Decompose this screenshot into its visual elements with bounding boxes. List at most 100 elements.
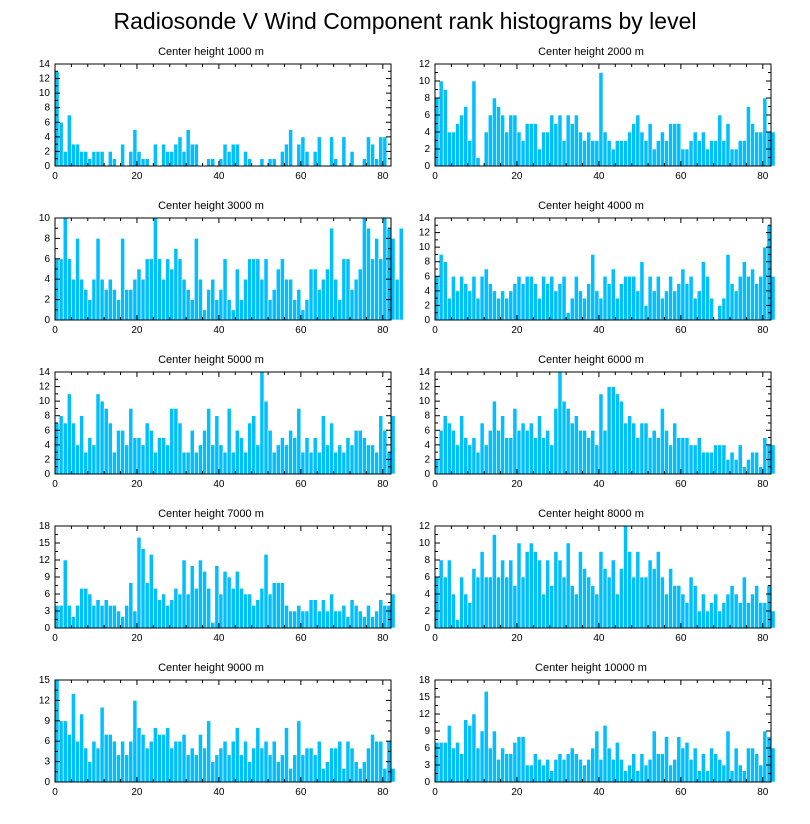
histogram-bar	[664, 593, 669, 629]
histogram-bar	[610, 386, 616, 475]
histogram-bar	[627, 551, 632, 629]
histogram-bar	[292, 299, 298, 321]
histogram-bar	[709, 451, 714, 475]
y-tick-label: 0	[44, 623, 50, 634]
histogram-bar	[161, 734, 166, 783]
x-tick-label: 60	[675, 325, 687, 336]
histogram-bar	[647, 275, 653, 321]
x-tick-label: 40	[593, 787, 605, 798]
histogram-bar	[239, 299, 244, 321]
histogram-bar	[366, 444, 371, 475]
histogram-bar	[500, 290, 505, 321]
histogram-bar	[275, 268, 281, 321]
main-title: Radiosonde V Wind Component rank histogr…	[113, 8, 697, 34]
histogram-bar	[492, 534, 497, 629]
histogram-bar	[214, 415, 220, 475]
histogram-bar	[492, 730, 497, 783]
histogram-bar	[442, 742, 448, 783]
histogram-bar	[766, 736, 772, 783]
histogram-bar	[153, 143, 158, 167]
histogram-bar	[578, 290, 583, 321]
histogram-bar	[459, 114, 464, 167]
histogram-bar	[271, 451, 277, 475]
histogram-bar	[185, 451, 191, 475]
histogram-bar	[438, 254, 444, 321]
histogram-bar	[766, 585, 772, 629]
panel-title: Center height 9000 m	[158, 662, 264, 674]
y-tick-label: 6	[424, 110, 430, 121]
x-tick-label: 60	[295, 633, 307, 644]
x-tick-label: 80	[757, 171, 769, 182]
histogram-bar	[349, 289, 355, 321]
histogram-bar	[651, 429, 657, 475]
histogram-bar	[66, 734, 72, 783]
histogram-bar	[214, 299, 220, 321]
histogram-bar	[606, 747, 612, 783]
histogram-bar	[267, 754, 273, 783]
histogram-plot: 0 20 40 60 80 0 2 4 6 8 10 12 14	[39, 367, 396, 490]
histogram-bar	[316, 289, 322, 321]
histogram-bar	[300, 451, 306, 475]
histogram-bar	[586, 759, 592, 783]
histogram-bar	[128, 289, 134, 321]
histogram-bar	[750, 268, 755, 321]
histogram-bar	[655, 437, 661, 475]
histogram-bar	[446, 422, 452, 475]
histogram-bar	[144, 258, 150, 321]
y-tick-label: 6	[424, 743, 430, 754]
histogram-bar	[259, 371, 265, 475]
histogram-bar	[639, 576, 645, 629]
histogram-panel: Center height 4000 m 0 20 40 60 80 0 2 4 6 8 10 12 14	[400, 200, 782, 350]
histogram-bar	[471, 713, 477, 783]
histogram-bar	[280, 258, 285, 321]
histogram-bar	[729, 585, 735, 629]
histogram-bar	[524, 429, 530, 475]
histogram-bar	[606, 140, 612, 167]
histogram-bar	[71, 616, 76, 629]
histogram-bar	[610, 559, 616, 629]
histogram-bar	[349, 444, 355, 475]
histogram-bar	[578, 551, 583, 629]
histogram-bar	[602, 131, 608, 167]
histogram-bar	[688, 140, 694, 167]
histogram-bar	[442, 89, 448, 167]
histogram-bar	[602, 429, 608, 475]
histogram-bar	[91, 151, 97, 167]
histogram-bar	[83, 451, 89, 475]
histogram-bar	[733, 747, 739, 783]
histogram-bar	[362, 217, 367, 321]
y-tick-label: 0	[424, 777, 430, 788]
x-tick-label: 40	[213, 787, 225, 798]
histogram-bar	[189, 429, 195, 475]
histogram-bar	[181, 151, 187, 167]
histogram-bar	[194, 451, 199, 475]
histogram-bar	[483, 268, 489, 321]
histogram-bar	[701, 753, 706, 783]
histogram-bar	[75, 143, 80, 167]
histogram-bar	[382, 429, 388, 475]
histogram-bar	[680, 148, 686, 167]
histogram-bar	[124, 754, 130, 783]
histogram-bar	[754, 131, 760, 167]
histogram-bar	[717, 114, 723, 167]
histogram-bar	[304, 299, 310, 321]
histogram-bar	[198, 444, 203, 475]
histogram-bar	[668, 275, 673, 321]
histogram-bar	[349, 599, 355, 629]
histogram-bar	[602, 568, 608, 629]
histogram-bar	[762, 602, 768, 629]
histogram-bar	[230, 588, 236, 629]
histogram-bar	[446, 725, 452, 783]
histogram-bar	[99, 278, 105, 321]
histogram-bar	[500, 415, 505, 475]
histogram-bar	[280, 754, 285, 783]
histogram-bar	[353, 429, 359, 475]
histogram-bar	[325, 761, 330, 783]
histogram-bar	[341, 451, 347, 475]
histogram-bar	[520, 736, 526, 783]
y-tick-label: 2	[44, 295, 50, 306]
histogram-bar	[169, 408, 175, 475]
histogram-bar	[247, 158, 252, 167]
histogram-bar	[140, 158, 146, 167]
histogram-bar	[516, 429, 522, 475]
